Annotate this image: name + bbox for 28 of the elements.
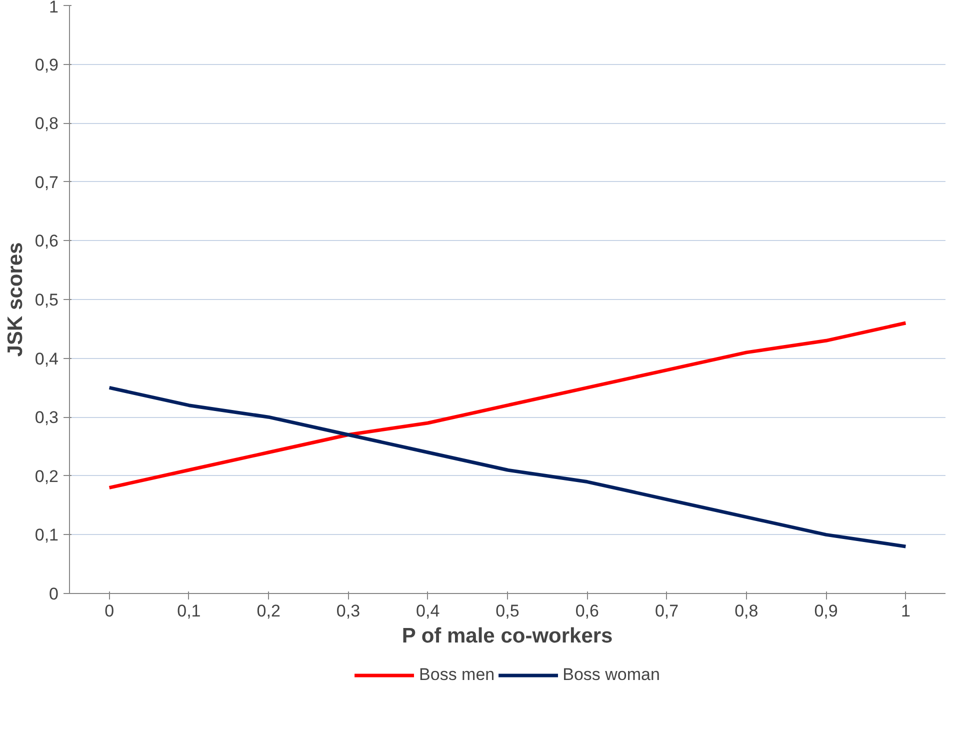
x-tick-label: 0,3 xyxy=(336,602,360,620)
legend-label: Boss men xyxy=(419,665,495,685)
y-tick-label: 0,9 xyxy=(34,55,59,74)
y-tick-label: 0,5 xyxy=(34,290,59,310)
y-tick-label: 0,4 xyxy=(34,349,59,368)
x-tick-label: 0 xyxy=(104,602,114,620)
line-series xyxy=(108,386,908,548)
y-tick-label: 0,1 xyxy=(34,526,59,545)
x-tick-label: 0,1 xyxy=(177,602,201,620)
y-tick-label: 0,3 xyxy=(34,408,59,428)
y-tick-label: 0,2 xyxy=(34,466,59,486)
y-tick-label: 0 xyxy=(49,584,59,604)
x-tick-label: 0,2 xyxy=(256,602,280,620)
x-tick-label: 0,7 xyxy=(654,602,679,620)
x-tick-label: 0,6 xyxy=(575,602,599,620)
x-axis-title: P of male co-workers xyxy=(402,624,613,648)
y-tick-label: 0,7 xyxy=(34,172,59,192)
x-tick-label: 0,5 xyxy=(496,602,520,620)
x-tick-label: 0,9 xyxy=(814,602,838,620)
legend-label: Boss woman xyxy=(562,665,660,685)
x-tick-label: 1 xyxy=(900,602,910,620)
x-tick-label: 0,4 xyxy=(416,602,440,620)
y-tick-label: 0,8 xyxy=(34,114,59,134)
y-tick-label: 0,6 xyxy=(34,232,59,251)
line-series xyxy=(108,321,908,490)
y-tick-label: 1 xyxy=(49,0,59,16)
x-tick-label: 0,8 xyxy=(734,602,758,620)
y-axis-title: JSK scores xyxy=(4,242,27,357)
